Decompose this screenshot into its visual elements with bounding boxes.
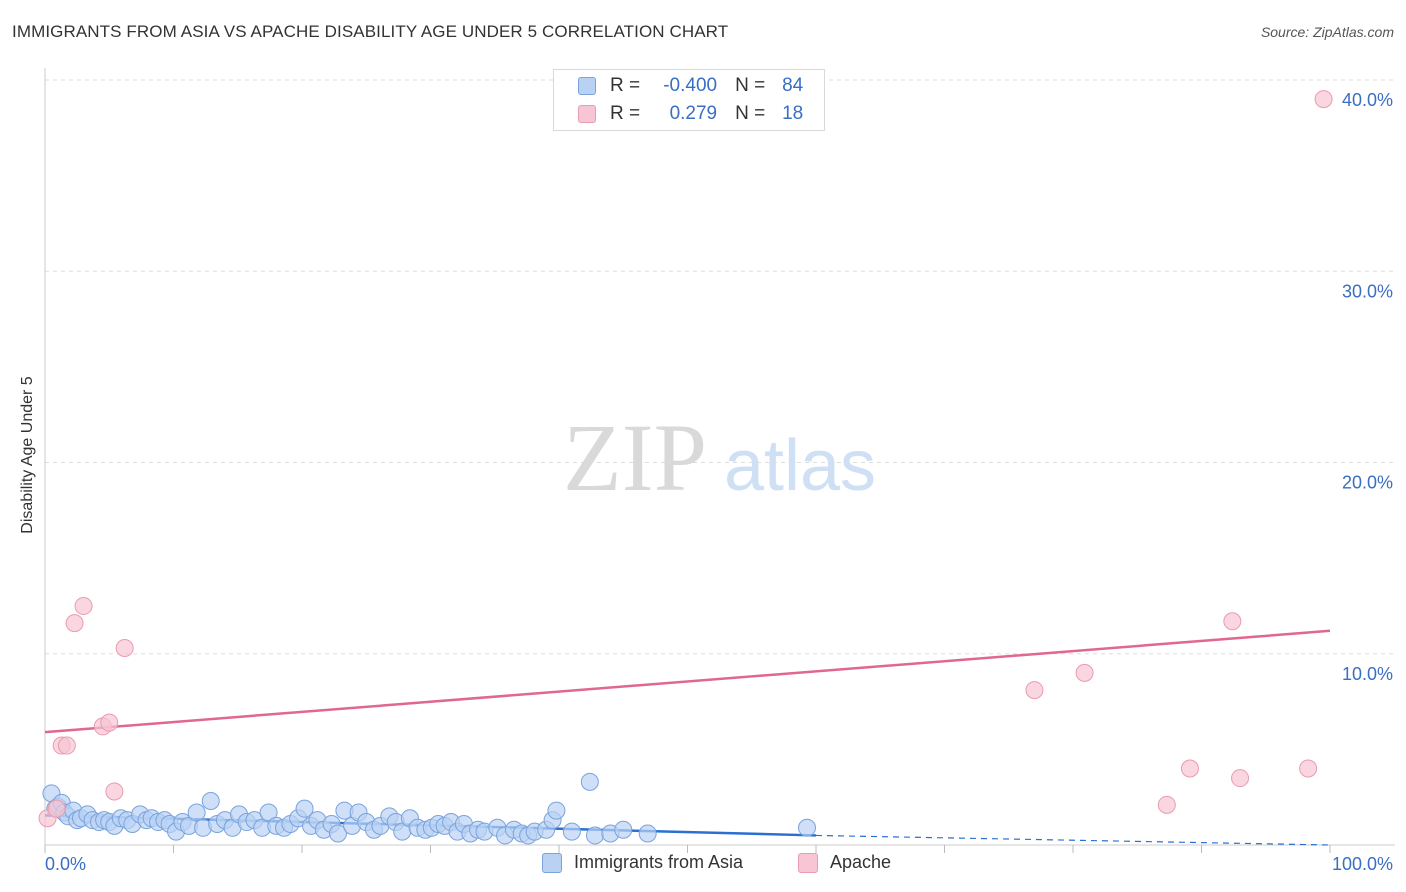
point-apache	[1299, 759, 1318, 778]
series-legend: Immigrants from Asia Apache	[0, 852, 1406, 878]
point-immigrants-from-asia	[295, 799, 314, 818]
legend-r-label: R =	[610, 103, 641, 124]
correlation-legend: R = -0.400 N = 84 R = 0.279 N = 18	[553, 69, 825, 131]
series-legend-asia[interactable]: Immigrants from Asia	[542, 852, 743, 873]
x-tick-label: 0.0%	[45, 854, 86, 874]
point-immigrants-from-asia	[187, 803, 206, 822]
legend-swatch-blue	[578, 77, 596, 95]
gridlines	[45, 79, 1395, 655]
point-apache	[105, 782, 124, 801]
series-legend-label: Immigrants from Asia	[574, 852, 744, 872]
legend-swatch-pink	[578, 105, 596, 123]
point-apache	[1025, 681, 1044, 700]
point-immigrants-from-asia	[201, 792, 220, 811]
legend-n-value: 18	[782, 103, 804, 124]
series-swatch-pink	[798, 852, 818, 873]
watermark: ZIP atlas	[563, 404, 876, 511]
y-tick-label: 40.0%	[1342, 90, 1393, 110]
legend-r-value: -0.400	[663, 75, 718, 96]
y-tick-label: 20.0%	[1342, 473, 1393, 493]
legend-n-value: 84	[782, 75, 804, 96]
point-immigrants-from-asia	[259, 803, 278, 822]
axes	[44, 68, 1395, 853]
series-legend-label: Apache	[830, 852, 892, 872]
trend-line-extension	[815, 834, 1331, 846]
watermark-zip: ZIP	[563, 404, 707, 511]
x-tick-label: 100.0%	[1332, 854, 1393, 874]
tick-labels: 10.0% 20.0% 30.0% 40.0% 0.0% 100.0%	[45, 90, 1393, 874]
point-immigrants-from-asia	[585, 826, 604, 845]
series-swatch-blue	[542, 852, 562, 873]
point-immigrants-from-asia	[638, 824, 657, 843]
legend-row-apache: R = 0.279 N = 18	[578, 100, 803, 128]
point-apache	[65, 614, 84, 633]
y-tick-label: 30.0%	[1342, 281, 1393, 301]
y-tick-label: 10.0%	[1342, 664, 1393, 684]
trend-line-apache	[44, 629, 1331, 734]
point-immigrants-from-asia	[614, 820, 633, 839]
point-immigrants-from-asia	[580, 772, 599, 791]
point-apache	[1075, 663, 1094, 682]
chart-title: IMMIGRANTS FROM ASIA VS APACHE DISABILIT…	[12, 22, 729, 41]
point-immigrants-from-asia	[328, 824, 347, 843]
data-points	[38, 90, 1333, 845]
watermark-atlas: atlas	[724, 426, 876, 506]
point-apache	[47, 799, 66, 818]
point-apache	[1157, 795, 1176, 814]
series-legend-apache[interactable]: Apache	[798, 852, 891, 873]
point-immigrants-from-asia	[798, 818, 817, 837]
point-apache	[100, 713, 119, 732]
point-apache	[57, 736, 76, 755]
point-apache	[1180, 759, 1199, 778]
point-apache	[1314, 90, 1333, 109]
point-immigrants-from-asia	[547, 801, 566, 820]
legend-n-label: N =	[735, 75, 766, 96]
legend-r-label: R =	[610, 75, 641, 96]
point-apache	[115, 639, 134, 658]
point-immigrants-from-asia	[562, 822, 581, 841]
point-apache	[1231, 769, 1250, 788]
legend-row-asia: R = -0.400 N = 84	[578, 72, 803, 100]
legend-r-value: 0.279	[669, 103, 718, 124]
point-apache	[1223, 612, 1242, 631]
source-label: Source: ZipAtlas.com	[1260, 24, 1394, 40]
point-apache	[74, 596, 93, 615]
legend-n-label: N =	[735, 103, 766, 124]
